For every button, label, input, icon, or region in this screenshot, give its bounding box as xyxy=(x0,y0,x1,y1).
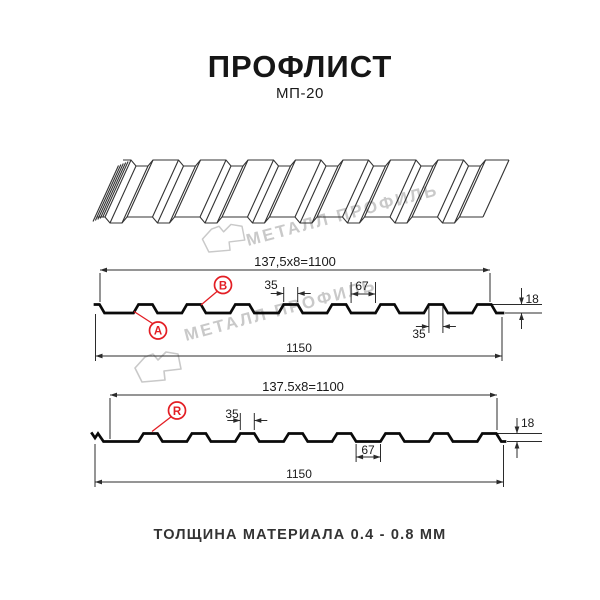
dim-pitch-top: 137,5x8=1100 xyxy=(254,254,336,269)
label-r-text: R xyxy=(173,406,182,418)
label-circle xyxy=(213,275,233,295)
dim-base-top: 35 xyxy=(412,327,426,341)
dim-height-bottom: 18 xyxy=(521,416,535,430)
label-circle xyxy=(148,321,168,340)
dim-valley-top: 67 xyxy=(355,279,369,293)
dim-crest-bottom: 35 xyxy=(225,407,239,421)
leader-line xyxy=(151,415,172,433)
profiled-sheet-3d-view xyxy=(92,159,510,224)
dim-overall-width-bottom: 1150 xyxy=(286,467,312,481)
dim-crest-top: 35 xyxy=(264,278,278,292)
page-title: ПРОФЛИСТ xyxy=(207,49,393,84)
watermark-brand-top: МЕТАЛЛ ПРОФИЛЬ xyxy=(201,180,441,253)
label-b-text: B xyxy=(219,281,227,293)
dim-valley-bottom: 67 xyxy=(361,443,375,457)
leader-line xyxy=(133,310,153,325)
label-a-text: A xyxy=(154,326,162,338)
metall-profil-logo-icon xyxy=(201,223,246,253)
callout-b: B xyxy=(200,275,233,306)
dim-height-top: 18 xyxy=(526,292,540,306)
dim-pitch-bottom: 137.5x8=1100 xyxy=(262,379,344,394)
callout-a: A xyxy=(133,310,168,340)
leader-line xyxy=(200,291,218,306)
profile-model-subtitle: МП-20 xyxy=(276,85,324,102)
metall-profil-logo-icon xyxy=(134,351,182,383)
dim-overall-width-top: 1150 xyxy=(286,341,312,355)
thickness-note: ТОЛЩИНА МАТЕРИАЛА 0.4 - 0.8 ММ xyxy=(153,527,447,543)
profile-cross-sections xyxy=(90,303,507,443)
label-circle xyxy=(167,401,187,420)
callout-r: R xyxy=(151,401,187,433)
dimension-lines xyxy=(94,267,542,487)
watermark-brand-middle: МЕТАЛЛ ПРОФИЛЬ xyxy=(134,275,379,383)
